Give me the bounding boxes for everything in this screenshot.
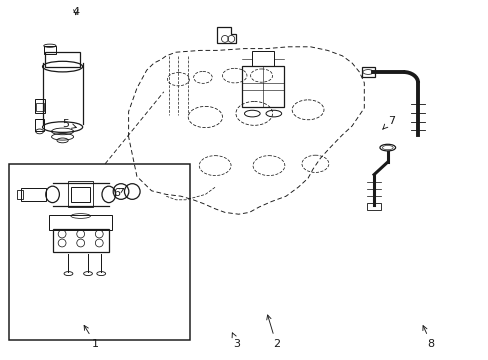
Bar: [361, 67, 374, 77]
Text: 6: 6: [113, 188, 123, 198]
Bar: [36, 103, 44, 111]
Text: 8: 8: [422, 326, 434, 349]
Text: 1: 1: [84, 325, 99, 349]
Bar: [252, 51, 273, 66]
Bar: [35, 119, 44, 131]
Text: 5: 5: [62, 119, 76, 129]
Text: 3: 3: [232, 333, 240, 349]
Text: 7: 7: [382, 116, 394, 129]
Bar: [71, 187, 90, 202]
Bar: [35, 99, 45, 113]
Bar: [49, 215, 112, 230]
Bar: [68, 181, 93, 207]
Bar: [43, 46, 56, 54]
Bar: [9, 164, 189, 340]
Text: 4: 4: [72, 6, 79, 17]
Bar: [242, 66, 284, 107]
Bar: [53, 229, 109, 252]
Text: 2: 2: [266, 315, 279, 349]
Bar: [21, 188, 46, 201]
Bar: [45, 52, 80, 67]
Bar: [366, 203, 380, 210]
Bar: [18, 190, 23, 199]
